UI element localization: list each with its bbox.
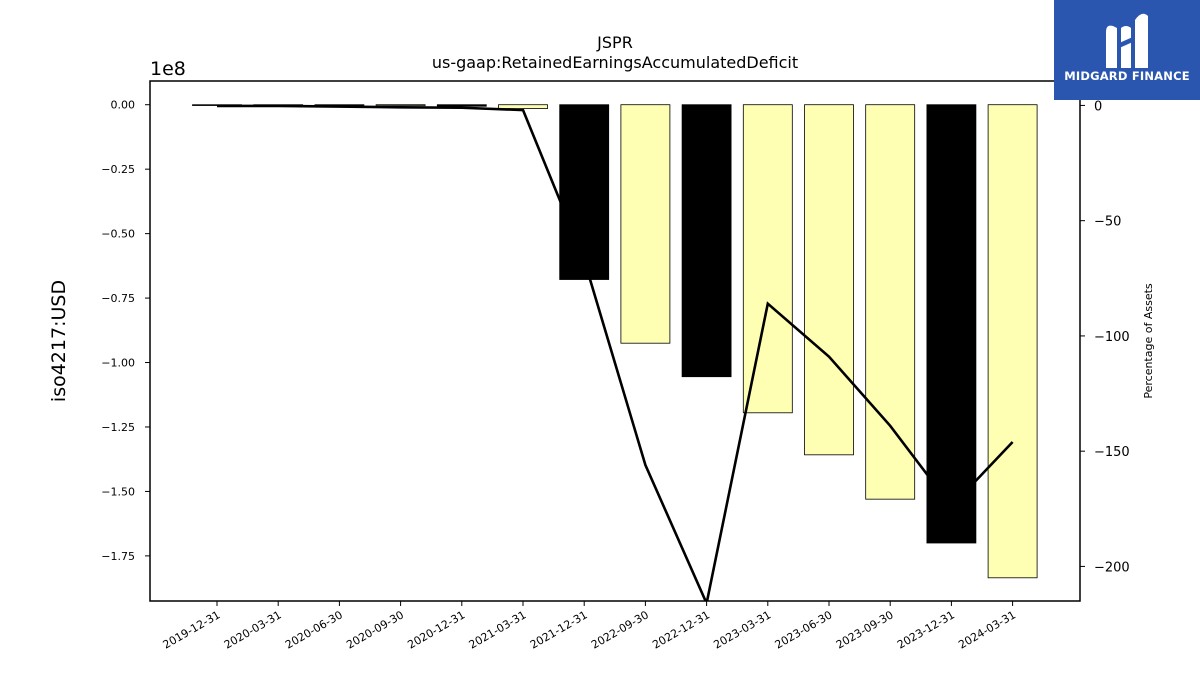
x-tick-label: 2020-09-30 [344, 608, 406, 651]
bar [620, 104, 671, 344]
y-axis-right: 0 −50 −100 −150 −200 [1080, 99, 1130, 575]
y-tick-label: −0.25 [101, 163, 135, 176]
x-tick-label: 2023-06-30 [773, 608, 835, 651]
x-tick-label: 2023-09-30 [834, 608, 896, 651]
bar [681, 104, 732, 378]
company-logo: MIDGARD FINANCE [1054, 0, 1200, 100]
y-axis-label: iso4217:USD [48, 280, 70, 402]
bar [375, 104, 426, 107]
bar [498, 104, 548, 109]
x-tick-label: 2023-03-31 [711, 608, 773, 651]
x-tick-label: 2022-12-31 [650, 608, 712, 651]
y-tick-label: −0.75 [101, 292, 135, 305]
y2-tick-label: −200 [1094, 560, 1130, 575]
bar [742, 104, 793, 414]
logo-text: MIDGARD FINANCE [1064, 69, 1190, 83]
y-tick-label: −1.00 [101, 357, 135, 370]
series-line [217, 104, 1014, 601]
x-axis: 2019-12-31 2020-03-31 2020-06-30 2020-09-30… [161, 601, 1018, 652]
y-tick-label: −0.50 [101, 228, 135, 241]
y2-tick-label: −100 [1094, 330, 1130, 345]
y-tick-label: −1.75 [101, 550, 135, 563]
y-axis-left: 0.00 −0.25 −0.50 −0.75 −1.00 −1.25 −1.50 −1.75 [101, 99, 150, 563]
x-tick-label: 2020-03-31 [222, 608, 284, 651]
y-tick-label: 0.00 [111, 99, 136, 112]
chart-title: JSPR [596, 33, 633, 52]
plot-frame [149, 80, 1081, 602]
bars [192, 104, 1038, 579]
line-layer [217, 104, 1014, 601]
x-tick-label: 2024-03-31 [956, 608, 1018, 651]
y-tick-label: −1.25 [101, 421, 135, 434]
bar [926, 104, 977, 544]
bar [987, 104, 1038, 579]
y-offset-label: 1e8 [150, 58, 186, 80]
x-tick-label: 2019-12-31 [161, 608, 223, 651]
y2-tick-label: −50 [1094, 215, 1121, 230]
bar [436, 104, 487, 107]
x-tick-label: 2021-03-31 [467, 608, 529, 651]
y2-tick-label: 0 [1094, 99, 1102, 114]
bar [865, 104, 916, 500]
bar [559, 104, 610, 280]
bar [804, 104, 854, 456]
y-tick-label: −1.50 [101, 485, 135, 498]
y2-axis-label: Percentage of Assets [1142, 283, 1155, 399]
chart-subtitle: us-gaap:RetainedEarningsAccumulatedDefic… [432, 53, 798, 72]
x-tick-label: 2022-09-30 [589, 608, 651, 651]
x-tick-label: 2020-12-31 [405, 608, 467, 651]
x-tick-label: 2020-06-30 [283, 608, 345, 651]
x-tick-label: 2023-12-31 [895, 608, 957, 651]
x-tick-label: 2021-12-31 [528, 608, 590, 651]
midgard-logo-icon [1106, 13, 1148, 69]
y2-tick-label: −150 [1094, 445, 1130, 460]
